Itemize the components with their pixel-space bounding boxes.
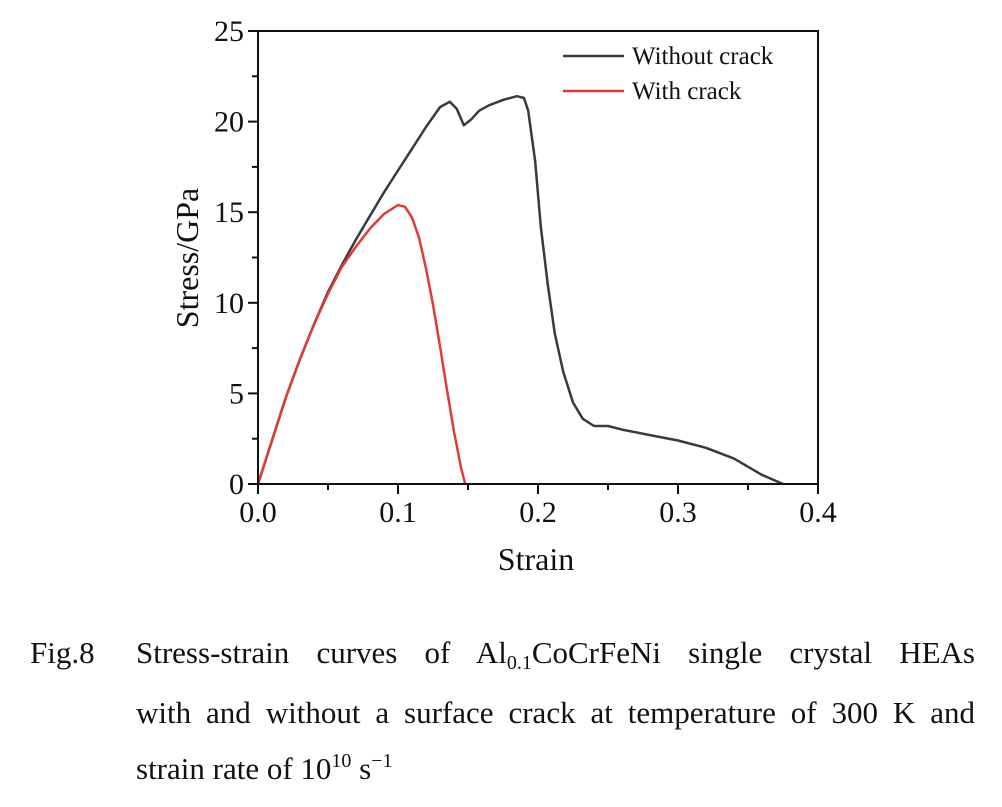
x-tick-label: 0.3	[659, 496, 697, 529]
caption-text-1: Stress-strain curves of Al0.1CoCrFeNi si…	[136, 635, 975, 674]
x-tick-label: 0.1	[379, 496, 417, 529]
x-tick-label: 0.4	[799, 496, 837, 529]
y-axis-title: Stress/GPa	[169, 188, 205, 328]
y-tick-label: 0	[229, 468, 244, 501]
y-tick-label: 20	[214, 106, 244, 139]
series-line-with-crack	[256, 203, 467, 485]
legend-label-with-crack: With crack	[632, 78, 742, 105]
series-line-without-crack	[256, 94, 784, 486]
y-tick-label: 15	[214, 196, 244, 229]
x-tick-label: 0.0	[239, 496, 277, 529]
y-tick-label: 5	[229, 377, 244, 410]
figure-caption: Fig.8 Stress-strain curves of Al0.1CoCrF…	[30, 628, 975, 793]
plot-frame	[257, 30, 819, 485]
stress-strain-chart: 0.0 0.1 0.2 0.3 0.4 0 5 10 15 20 25 Strain Stress/…	[169, 15, 837, 577]
x-tick-label: 0.2	[519, 496, 557, 529]
y-tick-label: 10	[214, 287, 244, 320]
legend-label-without-crack: Without crack	[632, 43, 774, 70]
y-tick-label: 25	[214, 15, 244, 48]
caption-line-2: with and without a surface crack at temp…	[136, 695, 975, 730]
x-axis-title: Strain	[498, 541, 574, 577]
caption-line-3: strain rate of 1010 s−1	[136, 750, 393, 786]
caption-line-1: Fig.8 Stress-strain curves of Al0.1CoCrF…	[30, 628, 975, 688]
caption-figure-label: Fig.8	[30, 635, 95, 670]
legend: Without crack With crack	[563, 43, 774, 105]
